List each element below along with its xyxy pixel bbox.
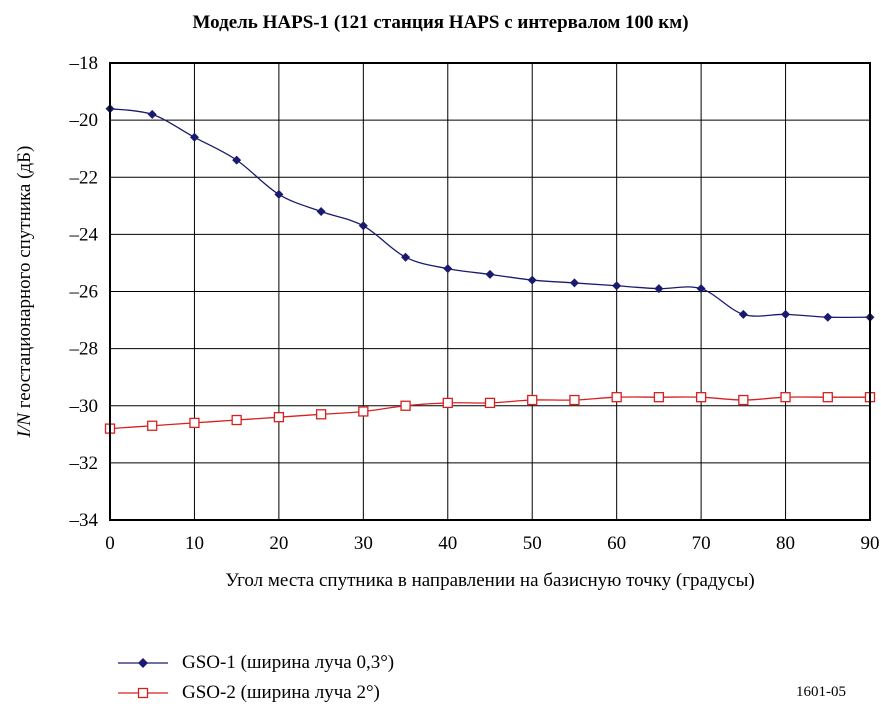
legend: GSO-1 (ширина луча 0,3°) GSO-2 (ширина л…	[118, 648, 394, 708]
series-1-point-11	[569, 278, 579, 288]
series-2-point-11	[569, 394, 580, 406]
series-2-point-15	[738, 394, 749, 406]
legend-swatch-gso-2	[118, 687, 168, 699]
series-1-point-2	[189, 132, 199, 142]
series-line-1	[109, 108, 871, 319]
series-1-point-4	[274, 189, 284, 199]
series-2-point-16	[780, 392, 791, 403]
tick-labels: 0 10 20 30 40 50 60 70 80 90 –18 –20 –22 –24 –26 –28 –30…	[69, 53, 880, 554]
legend-label-gso-1: GSO-1 (ширина луча 0,3°)	[182, 652, 395, 673]
y-axis-label-rest: геостационарного спутника (дБ)	[14, 146, 35, 413]
x-tick-label-8: 80	[776, 533, 795, 554]
x-axis-label: Угол места спутника в направлении на баз…	[225, 570, 754, 591]
x-tick-label-7: 70	[692, 533, 711, 554]
series-1-point-17	[823, 312, 833, 322]
series-2-point-6	[358, 406, 369, 417]
x-tick-label-9: 90	[861, 533, 880, 554]
legend-item-gso-1: GSO-1 (ширина луча 0,3°)	[118, 648, 394, 678]
y-tick-label-7: –32	[69, 453, 99, 474]
legend-label-gso-2: GSO-2 (ширина луча 2°)	[182, 682, 380, 703]
y-tick-label-0: –18	[69, 53, 99, 74]
series-2-point-9	[484, 397, 496, 409]
series-1-point-6	[358, 221, 368, 231]
series-2-point-17	[822, 392, 833, 403]
y-tick-label-8: –34	[69, 510, 99, 531]
y-tick-label-3: –24	[69, 224, 99, 245]
series-1-point-16	[781, 309, 791, 319]
y-tick-label-5: –28	[69, 339, 99, 360]
chart-title: Модель HAPS-1 (121 станция HAPS с интерв…	[192, 12, 689, 33]
series-1-point-3	[232, 155, 242, 165]
y-tick-label-6: –30	[69, 396, 99, 417]
series-2-point-13	[653, 392, 665, 403]
series-2-point-8	[442, 397, 453, 409]
series-1-point-15	[738, 309, 748, 319]
legend-swatch-gso-1	[118, 658, 168, 668]
y-tick-label-1: –20	[69, 110, 99, 131]
series-2-point-5	[315, 409, 327, 420]
series-2-point-4	[273, 412, 285, 423]
series-2-point-10	[527, 394, 538, 406]
x-tick-label-1: 10	[185, 533, 204, 554]
series-1-point-5	[316, 207, 326, 217]
series-1-point-12	[612, 281, 622, 291]
series-2-point-14	[695, 392, 707, 403]
series-2-point-12	[611, 392, 622, 403]
series-1-point-1	[147, 109, 157, 119]
x-tick-label-3: 30	[354, 533, 373, 554]
y-tick-label-4: –26	[69, 282, 99, 303]
series-1-point-9	[485, 269, 495, 279]
figure-code: 1601-05	[796, 684, 846, 700]
series-1-point-14	[696, 284, 706, 294]
series-2-point-2	[189, 417, 200, 429]
series-2-point-1	[147, 420, 158, 431]
x-tick-label-0: 0	[105, 533, 115, 554]
x-tick-label-5: 50	[523, 533, 542, 554]
plot-frame	[109, 62, 871, 521]
grid	[109, 62, 871, 521]
x-tick-label-4: 40	[438, 533, 457, 554]
y-tick-label-2: –22	[69, 167, 99, 188]
series-1-point-7	[401, 252, 411, 262]
x-tick-label-6: 60	[607, 533, 626, 554]
y-axis-label: I/N геостационарного спутника (дБ)	[14, 146, 35, 439]
series-layer	[104, 104, 876, 434]
legend-item-gso-2: GSO-2 (ширина луча 2°)	[118, 678, 394, 708]
series-2-point-7	[400, 400, 411, 411]
series-1-point-8	[443, 264, 453, 274]
y-axis-label-italic: I/N	[14, 412, 35, 439]
series-1-point-13	[654, 284, 664, 294]
x-tick-label-2: 20	[269, 533, 288, 554]
series-1-point-10	[527, 275, 537, 285]
series-2-point-3	[231, 414, 242, 426]
